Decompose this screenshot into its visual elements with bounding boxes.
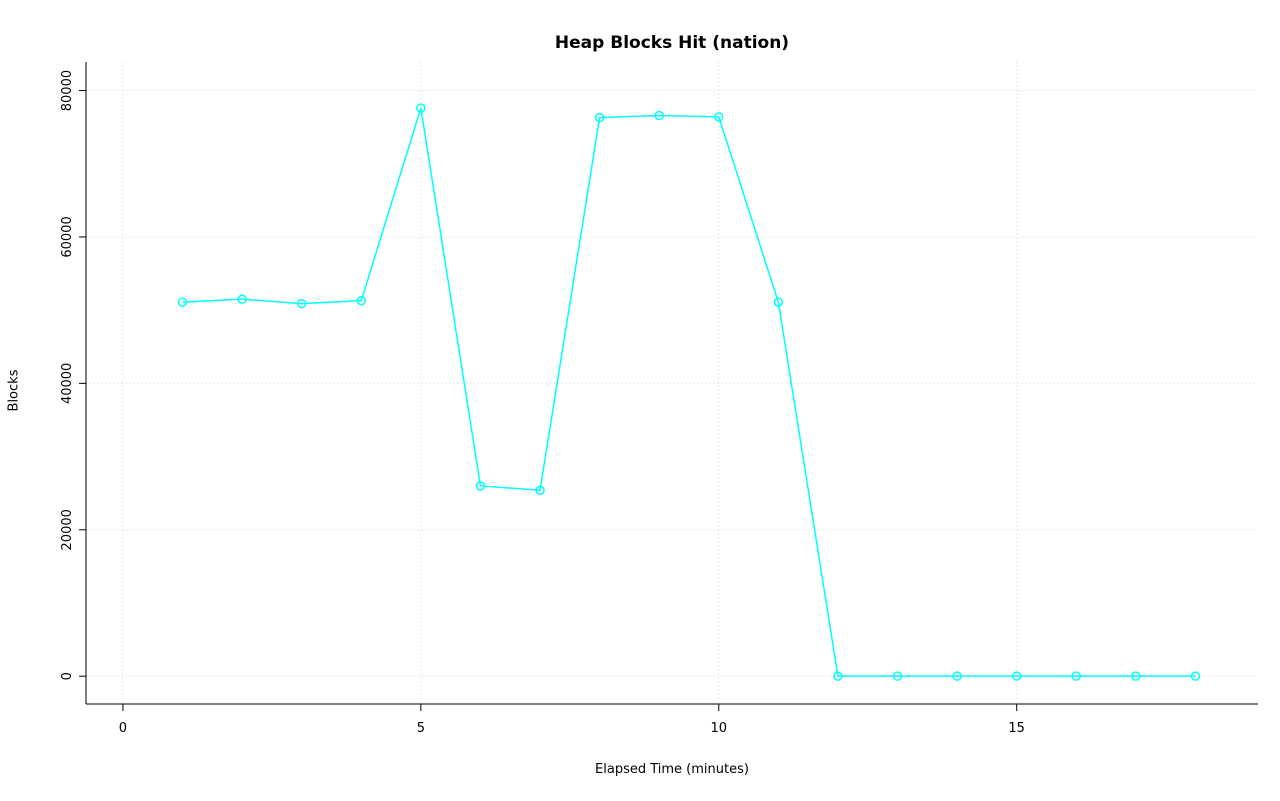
data-line [182,107,1196,677]
x-tick-label: 0 [119,721,127,736]
data-point [296,298,307,309]
data-point [714,112,724,122]
y-tick-label: 60000 [60,216,75,257]
x-tick-label: 10 [710,721,727,736]
data-point [1190,671,1201,681]
y-tick-label: 20000 [60,509,75,550]
y-tick-label: 80000 [60,70,75,111]
data-point [535,485,545,495]
y-tick-label: 0 [60,672,75,680]
data-point [594,112,605,123]
data-point [952,671,962,681]
data-point [1071,671,1082,681]
data-point [177,297,188,307]
data-point [237,294,247,304]
data-point [654,110,664,121]
data-point [356,295,367,306]
x-tick-label: 15 [1008,721,1025,736]
data-point [475,481,486,491]
data-point [416,103,426,113]
chart-title: Heap Blocks Hit (nation) [554,33,790,53]
data-point [773,297,784,307]
y-tick-label: 40000 [60,363,75,404]
data-point [1011,671,1022,681]
x-tick-label: 5 [417,721,425,736]
data-point [892,671,903,681]
x-axis-label: Elapsed Time (minutes) [595,762,749,777]
data-point [833,671,843,681]
data-point [1131,671,1141,681]
